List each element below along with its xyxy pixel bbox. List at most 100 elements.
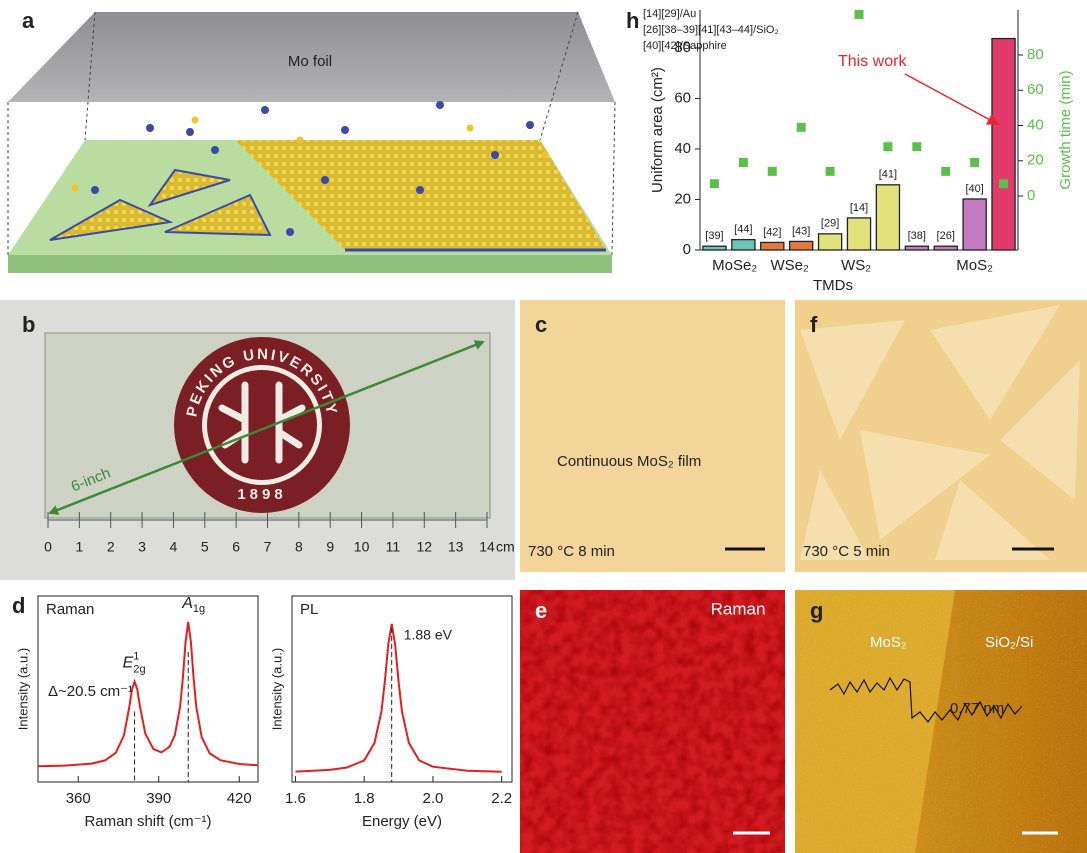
bar: [819, 234, 842, 250]
growth-time-point: [883, 142, 892, 151]
legend-text: [14][29]/Au: [643, 8, 696, 20]
x-tick-label: 360: [66, 790, 91, 807]
condition: 730 °C 5 min: [803, 543, 890, 560]
ruler-label: 8: [295, 539, 303, 555]
legend-text: [40][42]/Sapphire: [643, 40, 727, 52]
guide: [612, 102, 615, 255]
ruler-label: 12: [416, 539, 432, 555]
ruler-label: 13: [448, 539, 464, 555]
peak-label-sub: 2g: [133, 663, 145, 675]
panel-label: e: [535, 598, 547, 623]
ruler-label: 11: [386, 539, 401, 555]
growth-time-point: [941, 167, 950, 176]
x-axis-label: TMDs: [813, 277, 853, 294]
peak-label: A1g: [181, 595, 205, 615]
bar: [905, 246, 928, 250]
peak-label-sub: 1g: [193, 603, 205, 615]
bar-label: [44]: [734, 224, 752, 236]
peak-label: 1.88 eV: [404, 627, 453, 643]
ruler-label: 2: [107, 539, 115, 555]
chart-label: PL: [300, 601, 318, 618]
y2-tick-label: 40: [1027, 116, 1044, 133]
spectrum: [295, 624, 501, 772]
substrate-side: [8, 255, 612, 273]
growth-time-point: [710, 179, 719, 188]
x-tick-label: 390: [146, 790, 171, 807]
legend-text: [26][38–39][41][43–44]/SiO₂: [643, 24, 779, 36]
peak-label-base: A: [181, 595, 193, 612]
x-tick-label: 2.2: [491, 790, 512, 807]
y2-tick-label: 20: [1027, 152, 1044, 169]
y-tick-label: 0: [683, 241, 691, 258]
ruler-label: 9: [326, 539, 334, 555]
annotation: This work: [838, 53, 907, 70]
panel-label: a: [22, 8, 35, 33]
bar-label: [42]: [763, 226, 781, 238]
bar-label: [43]: [792, 225, 810, 237]
logo-core: [207, 370, 317, 480]
bar-label: [39]: [705, 230, 723, 242]
annotation-arrow: [905, 74, 998, 124]
group-label: MoS₂: [956, 257, 993, 274]
bar: [703, 246, 726, 250]
bar-label: [40]: [965, 183, 983, 195]
peak-label-base: E: [123, 655, 134, 672]
group-label: MoSe₂: [712, 257, 757, 274]
group-label: WSe₂: [770, 257, 809, 274]
region-label: SiO₂/Si: [985, 634, 1033, 651]
ruler-label: 10: [354, 539, 370, 555]
peak-label-sup: 1: [133, 650, 139, 662]
y-tick-label: 60: [674, 89, 691, 106]
ruler-label: 14: [479, 539, 495, 555]
bar: [992, 39, 1015, 250]
logo-year: 1898: [237, 486, 286, 503]
ruler-label: 4: [170, 539, 178, 555]
bar: [876, 185, 899, 250]
schematic: [8, 12, 615, 273]
bar-label: [29]: [821, 218, 839, 230]
y-tick-label: 20: [674, 190, 691, 207]
panel-label: h: [626, 8, 639, 33]
growth-time-point: [797, 123, 806, 132]
bar: [934, 246, 957, 250]
afm-texture: [795, 590, 1087, 853]
region-label: MoS₂: [870, 634, 907, 651]
growth-time-point: [970, 158, 979, 167]
panel-label: d: [12, 593, 25, 618]
x-tick-label: 1.6: [285, 790, 306, 807]
ruler-label: 0: [44, 539, 52, 555]
y-axis-label: Intensity (a.u.): [15, 648, 30, 730]
bar-label: [26]: [937, 230, 955, 242]
bar: [790, 241, 813, 250]
bar: [732, 240, 755, 250]
y-tick-label: 40: [674, 140, 691, 157]
bar: [761, 242, 784, 250]
step-height: 0.77 nm: [950, 700, 1004, 717]
growth-time-point: [855, 10, 864, 19]
ruler-label: 5: [201, 539, 209, 555]
y2-axis-label: Growth time (min): [1057, 70, 1074, 189]
bar-label: [38]: [908, 230, 926, 242]
x-tick-label: 1.8: [354, 790, 375, 807]
ruler-label: 3: [138, 539, 146, 555]
y2-tick-label: 0: [1027, 187, 1035, 204]
ruler-label: 1: [75, 539, 83, 555]
bar: [963, 199, 986, 250]
bar: [847, 218, 870, 250]
y2-tick-label: 60: [1027, 81, 1044, 98]
map-title: Raman: [711, 599, 766, 618]
optical-image: [520, 300, 785, 572]
condition: 730 °C 8 min: [528, 543, 615, 560]
growth-time-point: [999, 179, 1008, 188]
panel-label: b: [22, 312, 35, 337]
figure: a Mo foil PEKING UNIVERSITY 1898 6-inch …: [0, 0, 1087, 853]
ruler-unit: cm: [496, 539, 515, 555]
caption: Continuous MoS₂ film: [557, 453, 701, 470]
panel-label: f: [810, 312, 818, 337]
x-tick-label: 420: [227, 790, 252, 807]
bar-label: [41]: [879, 169, 897, 181]
growth-time-point: [739, 158, 748, 167]
x-axis-label: Raman shift (cm⁻¹): [84, 813, 211, 830]
growth-time-point: [768, 167, 777, 176]
